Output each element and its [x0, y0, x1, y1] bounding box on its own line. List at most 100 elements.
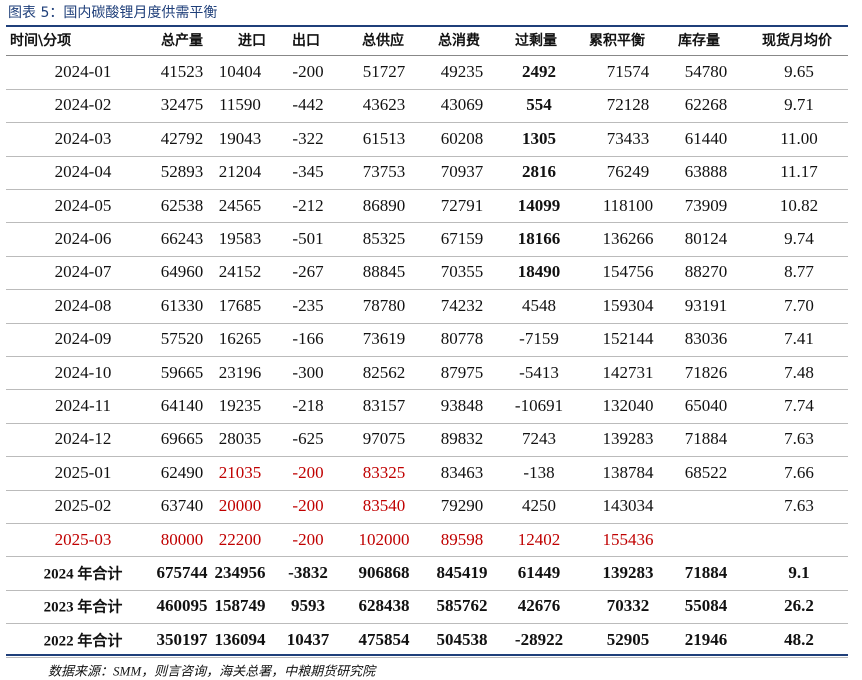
- table-cell: 78780: [362, 295, 406, 315]
- table-cell: 62268: [684, 95, 728, 115]
- table-cell: 76249: [606, 162, 650, 182]
- header-rule: [6, 55, 848, 56]
- table-cell: 70332: [606, 596, 650, 616]
- table-cell: -200: [292, 462, 324, 482]
- table-cell: 2492: [522, 62, 556, 81]
- row-rule: [6, 389, 848, 391]
- table-cell: -267: [292, 262, 324, 282]
- table-cell: 73619: [362, 329, 406, 349]
- table-cell: 64140: [160, 396, 204, 415]
- table-cell: 14099: [517, 195, 561, 215]
- table-cell: 139283: [602, 563, 654, 582]
- table-cell: 70355: [440, 262, 484, 282]
- header-cell: 总产量: [161, 33, 203, 49]
- table-cell: 63888: [684, 162, 728, 182]
- table-cell: 71826: [684, 362, 728, 382]
- row-rule: [6, 556, 848, 558]
- table-cell: -300: [292, 362, 324, 382]
- row-label: 2024-03: [54, 128, 112, 148]
- header-cell: 过剩量: [515, 33, 557, 49]
- table-cell: 83157: [362, 396, 406, 415]
- table-cell: 43623: [362, 95, 406, 115]
- table-cell: 475854: [358, 629, 410, 649]
- table-cell: 73753: [362, 162, 406, 182]
- row-label: 2024-01: [54, 62, 112, 81]
- row-rule: [6, 422, 848, 424]
- row-rule: [6, 522, 848, 524]
- table-cell: -10691: [514, 396, 564, 415]
- table-cell: 26.2: [784, 596, 814, 616]
- table-cell: 17685: [218, 295, 262, 315]
- table-cell: 49235: [440, 62, 484, 81]
- table-cell: 7.63: [784, 496, 814, 516]
- table-cell: -442: [292, 95, 324, 115]
- table-cell: 906868: [358, 563, 410, 582]
- table-cell: 24152: [218, 262, 262, 282]
- table-cell: 48.2: [784, 629, 814, 649]
- table-cell: 83463: [440, 462, 484, 482]
- table-cell: 88845: [362, 262, 406, 282]
- row-label: 2024-05: [54, 195, 112, 215]
- table-cell: 19235: [218, 396, 262, 415]
- table-cell: -5413: [519, 362, 559, 382]
- table-cell: 61330: [160, 295, 204, 315]
- table-cell: 85325: [362, 229, 406, 248]
- table-cell: 4250: [522, 496, 556, 516]
- table-cell: -166: [292, 329, 324, 349]
- table-cell: 11.00: [780, 128, 818, 148]
- table-cell: 7.70: [784, 295, 814, 315]
- table-cell: 80124: [684, 229, 728, 248]
- table-cell: 28035: [218, 429, 262, 449]
- row-label: 2024-12: [54, 429, 112, 449]
- row-label: 2024-04: [54, 162, 112, 182]
- header-cell: 出口: [292, 33, 320, 49]
- table-cell: 52905: [606, 629, 650, 649]
- table-cell: 54780: [684, 62, 728, 81]
- table-cell: 87975: [440, 362, 484, 382]
- table-cell: 59665: [160, 362, 204, 382]
- header-cell: 现货月均价: [762, 33, 832, 49]
- table-cell: 158749: [214, 596, 266, 616]
- row-rule: [6, 489, 848, 491]
- header-cell: 进口: [238, 33, 266, 49]
- table-cell: 70937: [440, 162, 484, 182]
- bottom-rule: [6, 654, 848, 656]
- table-cell: 152144: [602, 329, 654, 349]
- table-cell: 86890: [362, 195, 406, 215]
- header-cell: 库存量: [678, 33, 720, 49]
- table-cell: 9.74: [784, 229, 814, 248]
- table-cell: 62538: [160, 195, 204, 215]
- table-cell: 585762: [436, 596, 488, 616]
- table-cell: 32475: [160, 95, 204, 115]
- table-cell: 19583: [218, 229, 262, 248]
- table-cell: 10404: [218, 62, 262, 81]
- table-cell: 9.65: [784, 62, 814, 81]
- table-cell: 42676: [517, 596, 561, 616]
- table-cell: 93848: [440, 396, 484, 415]
- header-cell: 总供应: [362, 33, 404, 49]
- table-cell: 52893: [160, 162, 204, 182]
- table-cell: 72128: [606, 95, 650, 115]
- table-cell: 83036: [684, 329, 728, 349]
- table-cell: -212: [292, 195, 324, 215]
- table-cell: 554: [526, 95, 552, 115]
- source-note: 数据来源：SMM，则言咨询，海关总署，中粮期货研究院: [48, 663, 376, 679]
- table-cell: 68522: [684, 462, 728, 482]
- table-cell: 21946: [684, 629, 728, 649]
- row-rule: [6, 155, 848, 157]
- table-cell: 71884: [684, 429, 728, 449]
- table-cell: 71574: [606, 62, 650, 81]
- table-cell: -501: [292, 229, 324, 248]
- table-cell: 61440: [684, 128, 728, 148]
- table-cell: 845419: [436, 563, 488, 582]
- table-cell: 675744: [156, 563, 208, 582]
- table-cell: 7.74: [784, 396, 814, 415]
- table-cell: 154756: [602, 262, 654, 282]
- table-cell: 83540: [362, 496, 406, 516]
- table-cell: 23196: [218, 362, 262, 382]
- table-cell: 234956: [214, 563, 266, 582]
- row-rule: [6, 623, 848, 625]
- table-cell: 60208: [440, 128, 484, 148]
- table-cell: 21204: [218, 162, 262, 182]
